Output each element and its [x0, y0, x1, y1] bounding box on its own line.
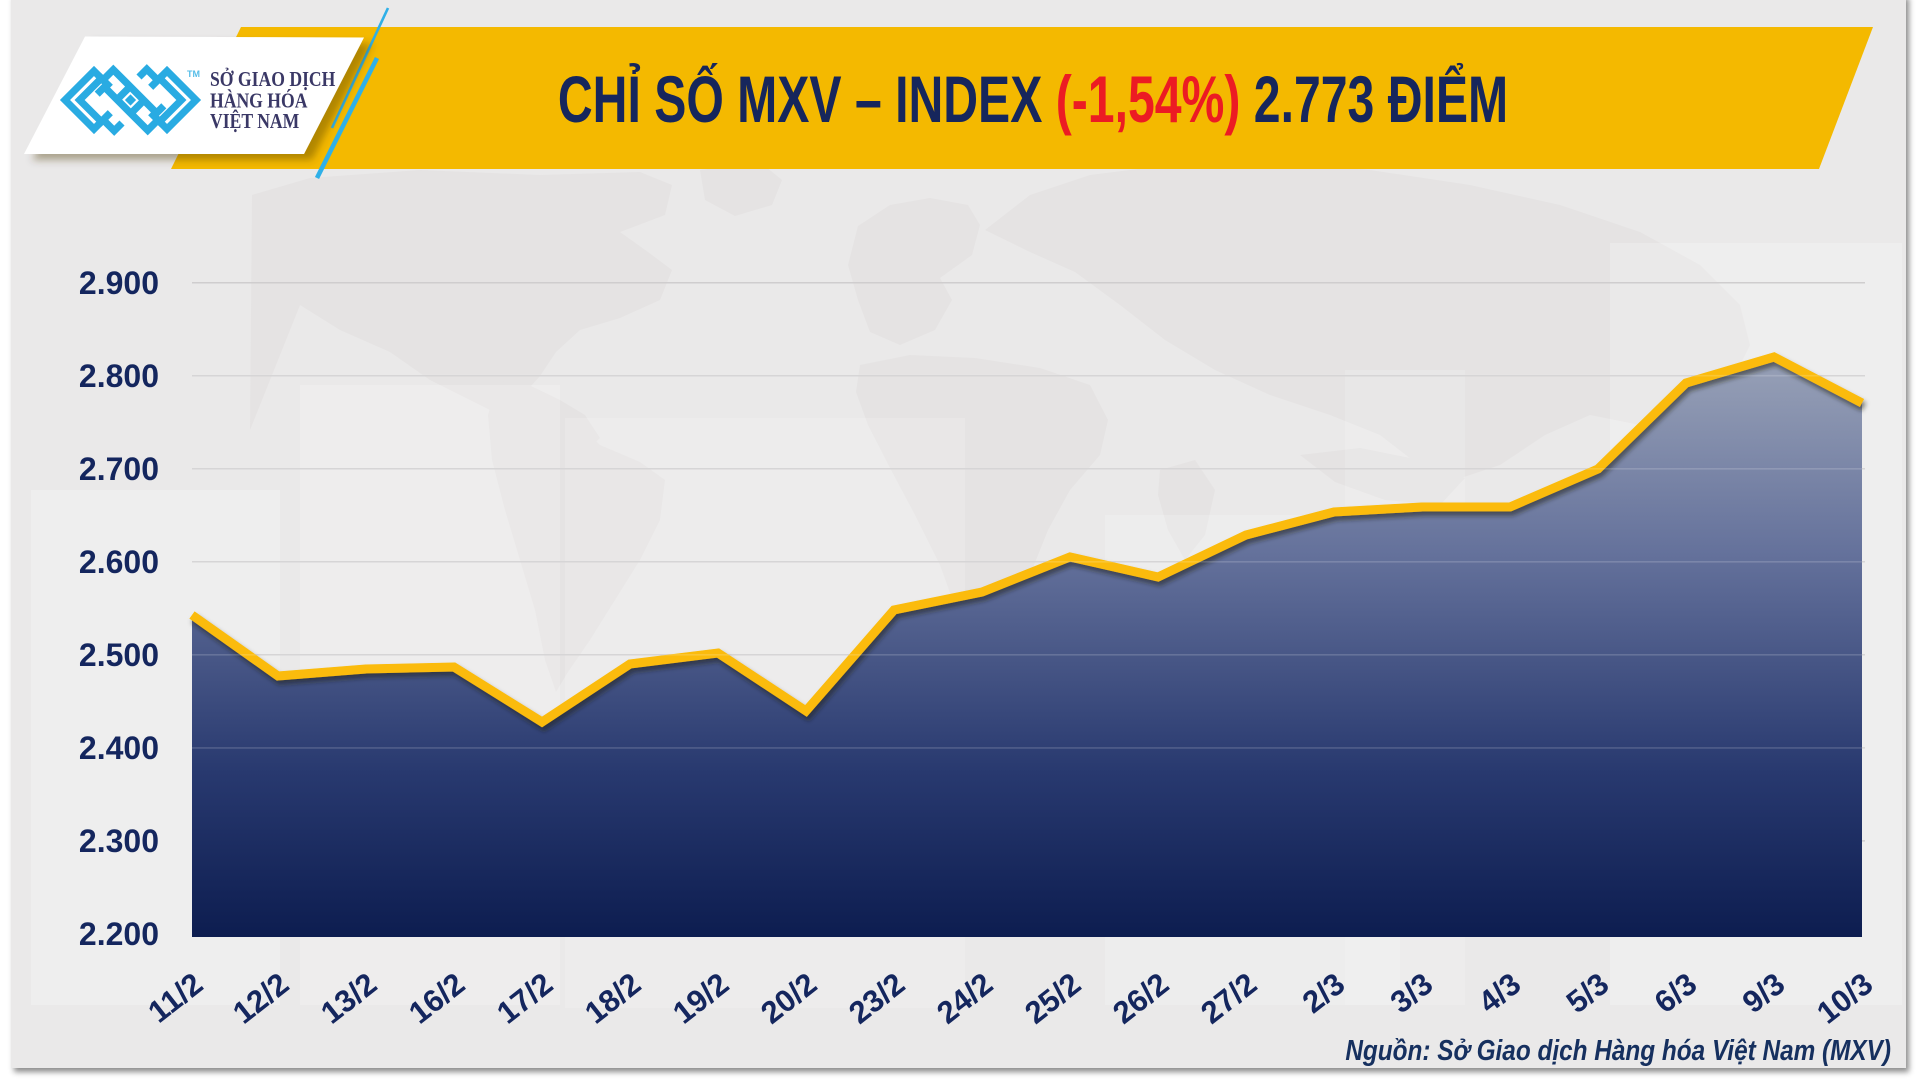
svg-text:TM: TM [187, 69, 200, 79]
svg-text:2.300: 2.300 [79, 823, 159, 859]
svg-text:2.700: 2.700 [79, 451, 159, 487]
svg-text:2.500: 2.500 [79, 637, 159, 673]
svg-text:2.200: 2.200 [79, 916, 159, 952]
svg-text:SỞ GIAO DỊCH: SỞ GIAO DỊCH [210, 67, 335, 91]
svg-text:VIỆT NAM: VIỆT NAM [210, 109, 299, 133]
svg-text:2.800: 2.800 [79, 358, 159, 394]
svg-text:HÀNG HÓA: HÀNG HÓA [210, 89, 308, 113]
svg-text:CHỈ SỐ MXV – INDEX (-1,54%) 2.: CHỈ SỐ MXV – INDEX (-1,54%) 2.773 ĐIỂM [558, 63, 1508, 137]
svg-text:2.600: 2.600 [79, 544, 159, 580]
svg-text:Nguồn: Sở Giao dịch Hàng hóa V: Nguồn: Sở Giao dịch Hàng hóa Việt Nam (M… [1345, 1034, 1891, 1066]
svg-text:2.900: 2.900 [79, 265, 159, 301]
svg-text:2.400: 2.400 [79, 730, 159, 766]
